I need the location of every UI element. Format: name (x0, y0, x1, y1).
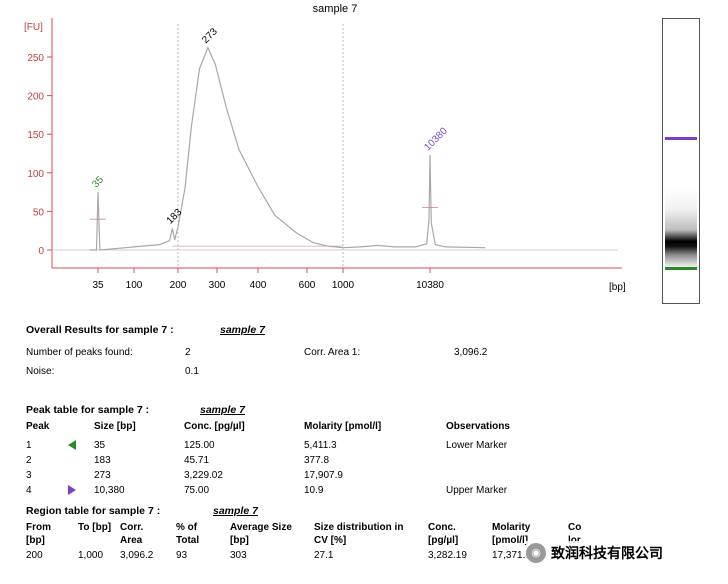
peak-row-4-peak: 4 (26, 485, 32, 496)
peak-label: 273 (200, 26, 220, 46)
peak-row-2-molarity: 377.8 (304, 455, 330, 466)
x-tick-label: 600 (299, 280, 316, 291)
region-row-molarity: 17,371.3 (492, 550, 531, 561)
peak-col-peak: Peak (26, 421, 50, 432)
y-tick-label: 100 (27, 169, 44, 180)
peak-row-4-conc: 75.00 (184, 485, 210, 496)
region-col-molarity: Molarity (492, 522, 531, 533)
region-col-percent-2: Total (176, 535, 200, 546)
x-tick-label: 100 (126, 280, 143, 291)
watermark-text: 致润科技有限公司 (551, 545, 663, 561)
overall-sample-link[interactable]: sample 7 (220, 324, 265, 336)
region-row-from: 200 (26, 550, 43, 561)
overall-title: Overall Results for sample 7 : (26, 324, 174, 336)
peaks-found-value: 2 (185, 347, 191, 358)
upper-marker-icon (68, 485, 76, 495)
peak-row-2-size: 183 (94, 455, 111, 466)
region-col-color: Co (568, 522, 582, 533)
region-col-from: From (26, 522, 51, 533)
sample-smear (665, 189, 697, 271)
signal-trace (89, 46, 486, 251)
peak-row-2-conc: 45.71 (184, 455, 210, 466)
peak-row-1-size: 35 (94, 440, 106, 451)
noise-value: 0.1 (185, 366, 199, 377)
region-col-corr: Corr. (120, 522, 144, 533)
y-tick-label: 0 (38, 246, 44, 257)
region-row-conc: 3,282.19 (428, 550, 467, 561)
noise-label: Noise: (26, 366, 55, 377)
x-tick-label: 200 (170, 280, 187, 291)
corr-area-value: 3,096.2 (454, 347, 488, 358)
x-tick-label: 10380 (416, 280, 444, 291)
region-col-color-2: lor (568, 535, 581, 546)
region-col-molarity-unit: [pmol/l] (492, 535, 529, 546)
y-tick-label: 250 (27, 53, 44, 64)
electropherogram-chart: 250 200 150 100 50 0 35 100 200 300 400 600 1000 1038… (24, 3, 626, 293)
peak-col-size: Size [bp] (94, 421, 136, 432)
lower-marker-band (665, 267, 697, 270)
peak-row-1-observation: Lower Marker (446, 440, 508, 451)
region-col-percent: % of (176, 522, 198, 533)
peak-row-3-peak: 3 (26, 470, 32, 481)
x-tick-label: 400 (250, 280, 267, 291)
peak-table-sample-link[interactable]: sample 7 (200, 404, 245, 416)
region-row-percent: 93 (176, 550, 188, 561)
peak-row-3-size: 273 (94, 470, 111, 481)
peak-label: 10380 (422, 125, 450, 153)
region-col-conc-unit: [pg/µl] (428, 535, 459, 546)
peak-col-conc: Conc. [pg/µl] (184, 421, 245, 432)
peak-row-1-conc: 125.00 (184, 440, 215, 451)
region-col-corr-2: Area (120, 535, 143, 546)
region-table-title: Region table for sample 7 : (26, 505, 161, 517)
region-col-size-dist-unit: CV [%] (314, 535, 347, 546)
region-col-conc: Conc. (428, 522, 456, 533)
y-tick-label: 200 (27, 92, 44, 103)
peak-row-4-size: 10,380 (94, 485, 125, 496)
region-col-avg-size: Average Size (230, 522, 292, 533)
peak-row-1-molarity: 5,411.3 (304, 440, 337, 451)
region-col-size-dist: Size distribution in (314, 522, 404, 533)
peak-row-3-molarity: 17,907.9 (304, 470, 343, 481)
peak-label: 35 (90, 174, 106, 190)
lower-marker-icon (68, 440, 76, 450)
x-axis-label: [bp] (609, 282, 626, 293)
region-row-cv: 27.1 (314, 550, 334, 561)
x-tick-label: 35 (92, 280, 104, 291)
y-tick-label: 50 (33, 207, 45, 218)
corr-area-label: Corr. Area 1: (304, 347, 361, 358)
region-col-from-unit: [bp] (26, 535, 45, 546)
peak-col-molarity: Molarity [pmol/l] (304, 421, 382, 432)
peak-row-2-peak: 2 (26, 455, 32, 466)
peak-row-4-observation: Upper Marker (446, 485, 508, 496)
wechat-icon: ◉ (526, 543, 546, 563)
peak-table-title: Peak table for sample 7 : (26, 404, 150, 416)
region-row-avg-size: 303 (230, 550, 247, 561)
x-tick-label: 1000 (332, 280, 355, 291)
peaks-found-label: Number of peaks found: (26, 347, 133, 358)
x-tick-label: 300 (209, 280, 226, 291)
region-col-avg-size-unit: [bp] (230, 535, 249, 546)
peak-row-1-peak: 1 (26, 440, 32, 451)
gel-lane (662, 18, 700, 304)
region-row-corr-area: 3,096.2 (120, 550, 154, 561)
region-row-to: 1,000 (78, 550, 104, 561)
y-tick-label: 150 (27, 130, 44, 141)
upper-marker-band (665, 137, 697, 140)
watermark: ◉ 致润科技有限公司 (526, 541, 712, 565)
region-col-to: To [bp] (78, 522, 112, 533)
chart-title: sample 7 (313, 3, 358, 15)
peak-row-3-conc: 3,229.02 (184, 470, 223, 481)
peak-row-4-molarity: 10.9 (304, 485, 324, 496)
peak-col-observations: Observations (446, 421, 510, 432)
y-axis-label: [FU] (24, 22, 43, 33)
region-table-sample-link[interactable]: sample 7 (213, 505, 258, 517)
